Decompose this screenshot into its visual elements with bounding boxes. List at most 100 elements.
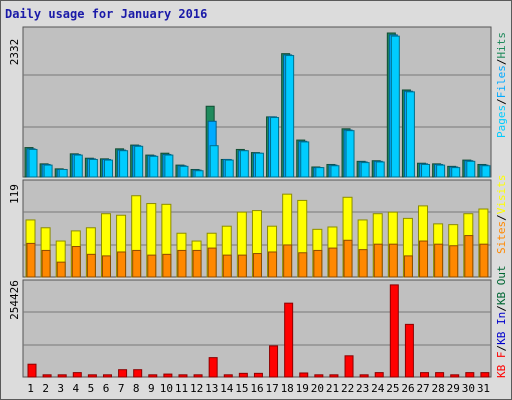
bar-sites	[71, 246, 81, 278]
legend-entry: Pages	[495, 105, 508, 138]
bar-kb-f	[178, 374, 188, 378]
bar-kb-f	[102, 374, 112, 378]
x-tick-label: 5	[88, 382, 95, 395]
x-tick-label: 13	[205, 382, 218, 395]
bar-pages	[103, 159, 113, 178]
x-tick-label: 3	[57, 382, 64, 395]
bar-kb-f	[389, 284, 399, 378]
bar-pages	[209, 145, 219, 178]
bar-pages	[451, 167, 461, 178]
bar-pages	[28, 148, 38, 178]
bar-pages	[149, 155, 159, 178]
x-tick-label: 11	[175, 382, 188, 395]
bar-sites	[41, 249, 51, 278]
bar-kb-f	[72, 372, 82, 378]
bar-pages	[330, 165, 340, 178]
y-max-label: 254426	[8, 280, 21, 320]
bar-sites	[403, 255, 413, 278]
bar-kb-f	[465, 372, 475, 378]
bar-pages	[270, 117, 280, 178]
bar-kb-f	[359, 374, 369, 378]
bar-kb-f	[314, 374, 324, 378]
bar-kb-f	[148, 374, 158, 378]
x-tick-label: 30	[462, 382, 475, 395]
bar-sites	[343, 239, 353, 278]
bar-sites	[192, 249, 202, 278]
x-tick-label: 16	[250, 382, 263, 395]
bar-sites	[464, 235, 474, 278]
bar-sites	[449, 245, 459, 278]
x-tick-label: 25	[386, 382, 399, 395]
bar-pages	[239, 150, 249, 178]
bar-kb-f	[329, 374, 339, 378]
bar-sites	[56, 261, 66, 278]
bar-pages	[436, 164, 446, 178]
bar-kb-f	[42, 374, 52, 378]
bar-pages	[390, 35, 400, 178]
x-tick-label: 20	[311, 382, 324, 395]
bar-pages	[254, 152, 264, 178]
bar-pages	[88, 158, 98, 178]
bar-sites	[373, 243, 383, 278]
x-tick-label: 19	[296, 382, 309, 395]
bar-kb-f	[27, 363, 37, 378]
bar-kb-f	[163, 373, 173, 378]
bar-pages	[134, 145, 144, 178]
legend-entry: Sites	[495, 221, 508, 254]
bar-sites	[26, 242, 36, 278]
bar-pages	[179, 165, 189, 178]
y-max-label: 2332	[8, 39, 21, 66]
bar-sites	[328, 247, 338, 278]
x-tick-label: 10	[160, 382, 173, 395]
bar-kb-f	[420, 372, 430, 378]
x-tick-label: 7	[118, 382, 125, 395]
x-tick-label: 29	[447, 382, 460, 395]
x-tick-label: 26	[401, 382, 414, 395]
bar-kb-f	[435, 372, 445, 378]
legend-entry: Visits	[495, 175, 508, 215]
bar-kb-f	[450, 374, 460, 378]
bar-sites	[132, 249, 142, 278]
bar-sites	[358, 249, 368, 278]
bar-kb-f	[299, 372, 309, 378]
bar-sites	[419, 240, 429, 278]
bar-kb-f	[238, 372, 248, 378]
legend-entry: Files	[495, 65, 508, 98]
y-max-label: 119	[8, 184, 21, 204]
bar-sites	[207, 247, 217, 278]
bar-pages	[466, 160, 476, 178]
bar-sites	[86, 253, 96, 278]
bar-kb-f	[57, 374, 67, 378]
bar-sites	[177, 249, 187, 278]
x-tick-label: 1	[27, 382, 34, 395]
bar-pages	[73, 154, 83, 178]
bar-pages	[360, 162, 370, 178]
legend-entry: KB Out	[495, 265, 508, 305]
x-tick-label: 31	[477, 382, 490, 395]
bar-kb-f	[284, 302, 294, 378]
x-tick-label: 14	[220, 382, 234, 395]
bar-sites	[222, 254, 232, 278]
bar-kb-f	[193, 374, 203, 378]
legend: Sites/Visits	[495, 175, 508, 255]
bar-sites	[252, 253, 262, 278]
bar-kb-f	[208, 357, 218, 378]
x-tick-label: 27	[416, 382, 429, 395]
bar-sites	[117, 251, 127, 278]
bar-pages	[375, 161, 385, 178]
bar-pages	[194, 170, 204, 178]
x-tick-label: 12	[190, 382, 203, 395]
x-tick-label: 2	[42, 382, 49, 395]
x-tick-label: 24	[371, 382, 385, 395]
x-tick-label: 28	[432, 382, 445, 395]
bar-pages	[43, 164, 53, 178]
bar-sites	[162, 253, 172, 278]
bar-pages	[481, 165, 491, 178]
bar-sites	[313, 249, 323, 278]
bar-sites	[388, 243, 398, 278]
bar-kb-f	[269, 345, 279, 378]
bar-kb-f	[223, 374, 233, 378]
bar-sites	[434, 243, 444, 278]
bar-kb-f	[118, 369, 128, 378]
bar-pages	[300, 141, 310, 178]
